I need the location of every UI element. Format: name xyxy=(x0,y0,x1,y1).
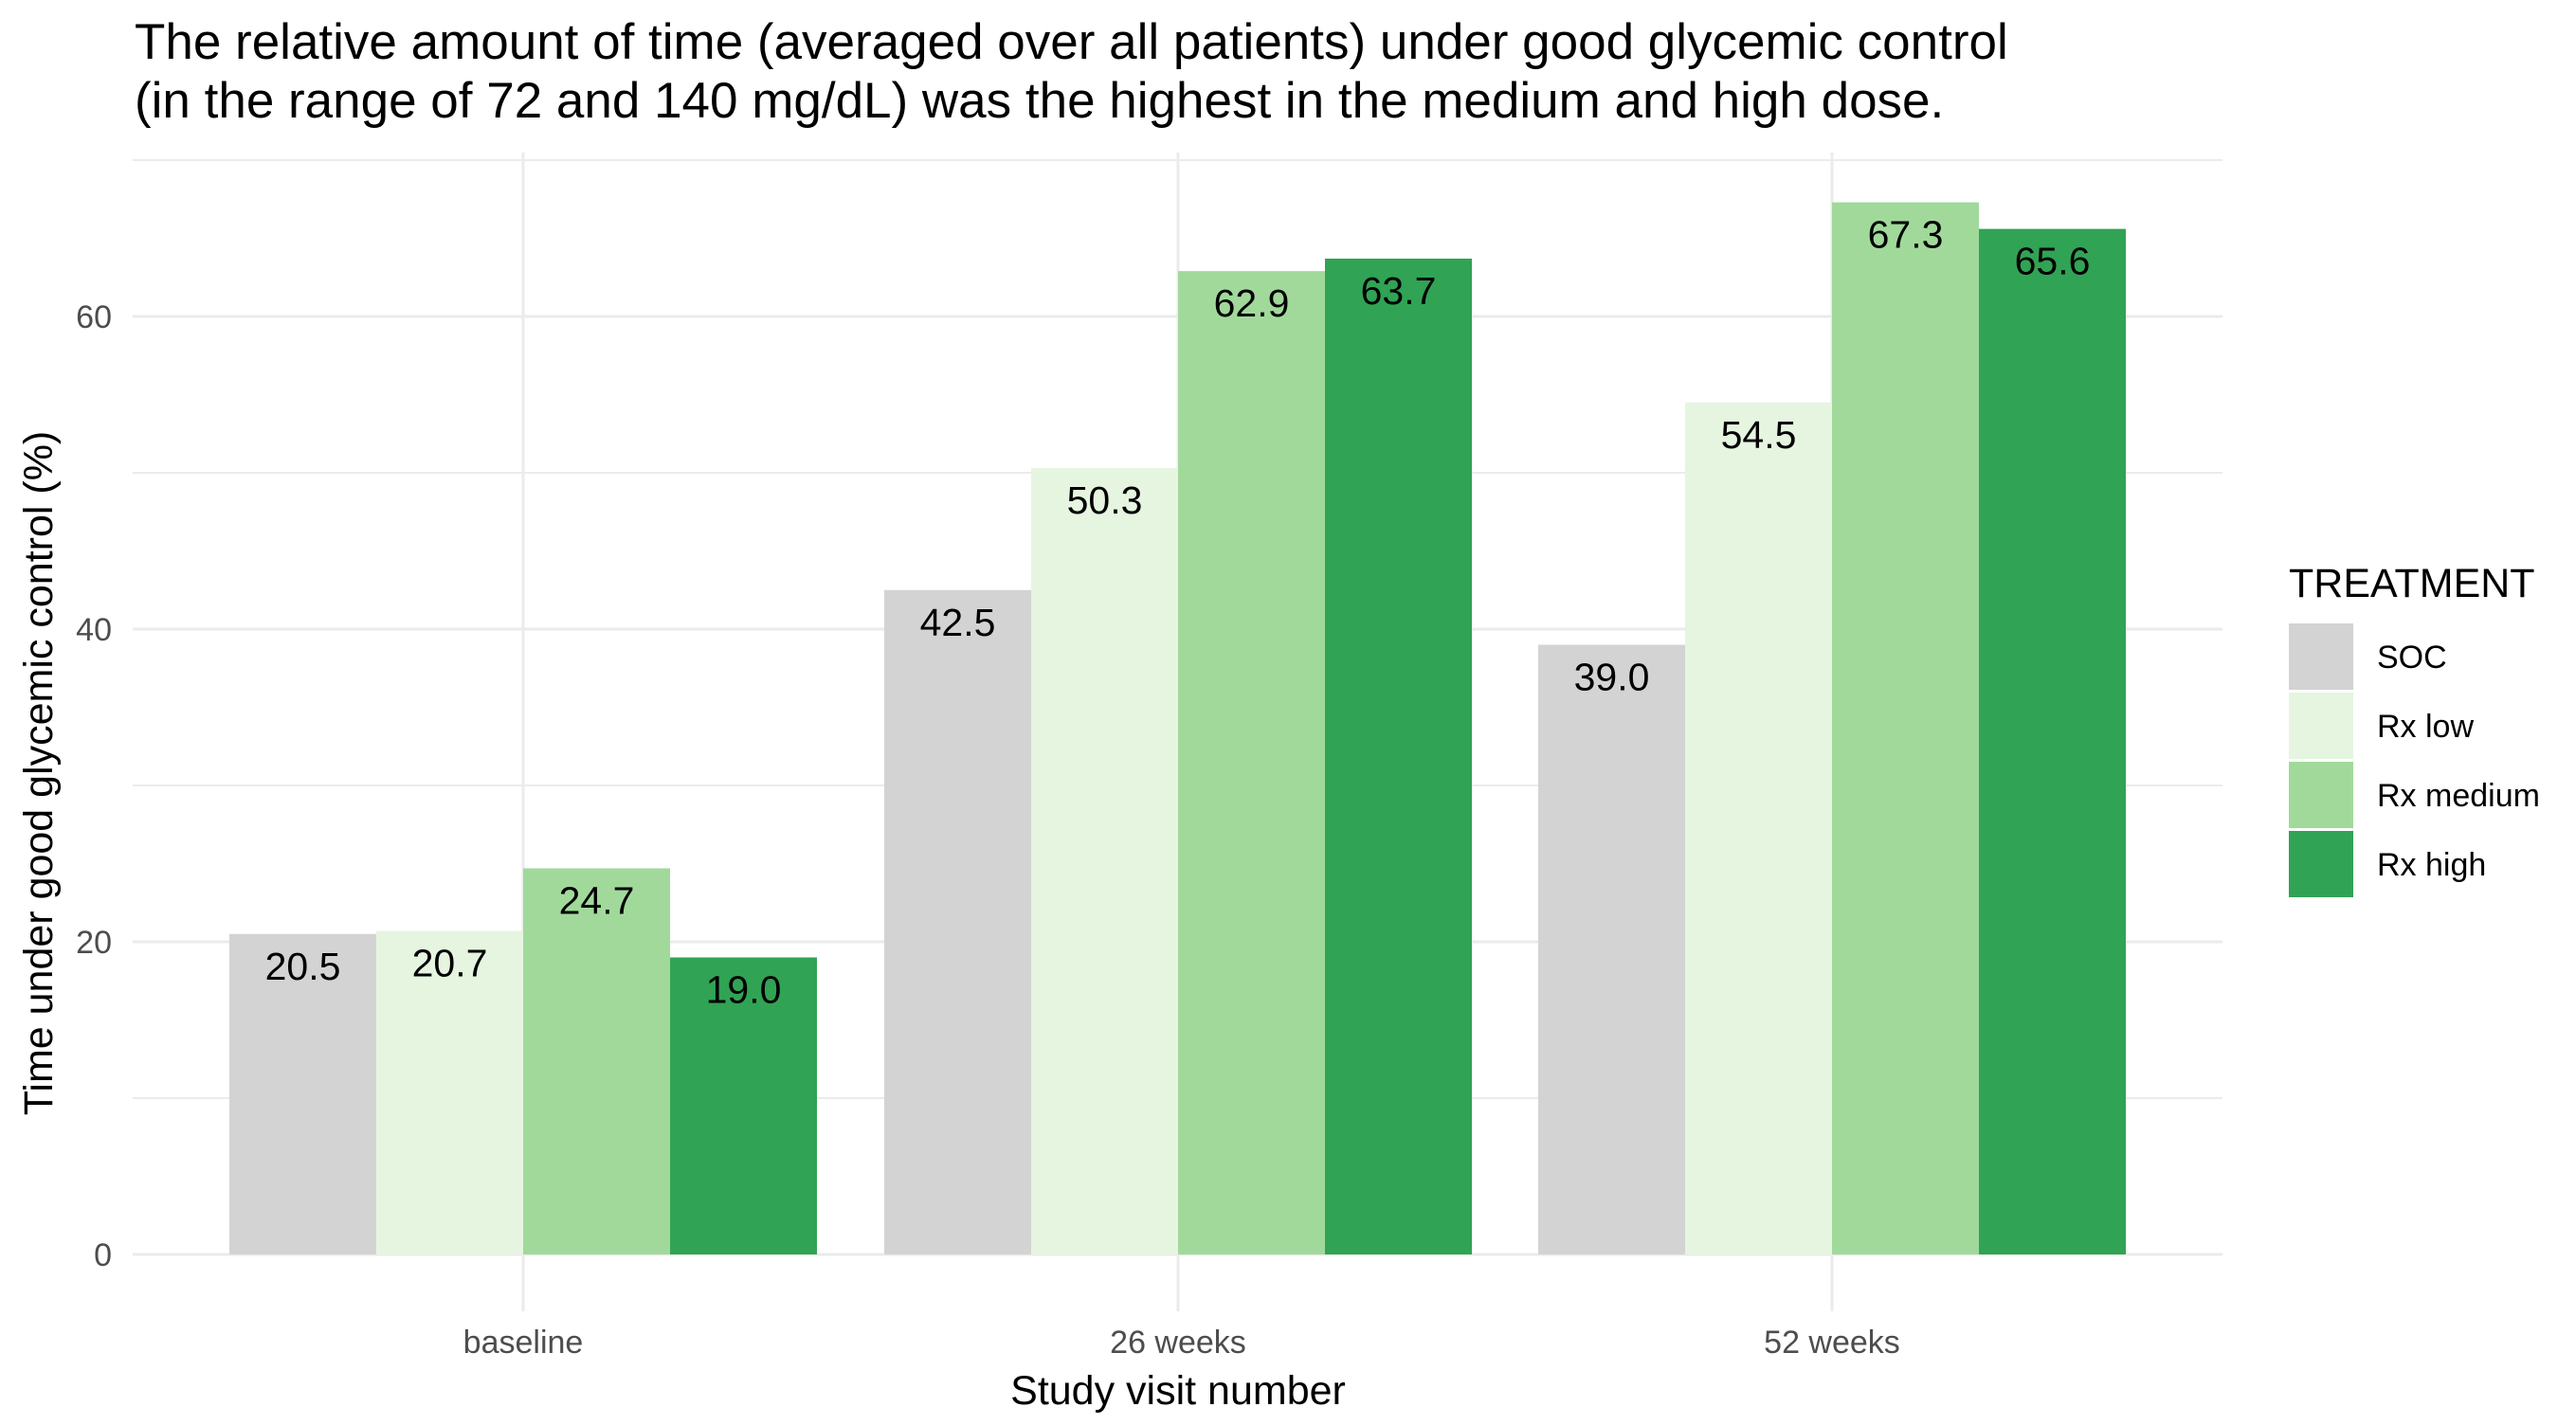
bar xyxy=(376,930,523,1254)
bar-value-label: 50.3 xyxy=(1067,478,1143,522)
bar xyxy=(884,589,1031,1254)
legend-label: Rx medium xyxy=(2377,778,2540,814)
y-axis-title: Time under good glycemic control (%) xyxy=(16,431,62,1116)
bar-value-label: 62.9 xyxy=(1214,281,1290,325)
x-tick-label: 26 weeks xyxy=(1110,1325,1246,1361)
x-tick-label: baseline xyxy=(463,1325,584,1361)
chart-title-line-2: (in the range of 72 and 140 mg/dL) was t… xyxy=(135,73,1944,129)
bar-value-labels: 20.5 42.5 39.0 20.7 50.3 54.5 24.7 62.9 67.3 19.0… xyxy=(265,213,2091,1012)
bar xyxy=(1325,258,1472,1255)
x-tick-label: 52 weeks xyxy=(1764,1325,1900,1361)
legend-key xyxy=(2289,693,2353,759)
bar-value-label: 67.3 xyxy=(1868,213,1944,257)
bar xyxy=(1538,644,1685,1254)
legend-key xyxy=(2289,762,2353,828)
bar-value-label: 20.7 xyxy=(412,941,488,984)
axes: 0 20 40 60 baseline 26 weeks 52 weeks xyxy=(76,299,1900,1361)
legend-label: Rx low xyxy=(2377,709,2474,745)
y-tick-label: 60 xyxy=(76,299,112,335)
y-tick-label: 20 xyxy=(76,925,112,961)
bar-value-label: 54.5 xyxy=(1721,413,1797,457)
bar xyxy=(1178,271,1325,1254)
y-tick-label: 0 xyxy=(94,1237,112,1273)
legend-key xyxy=(2289,623,2353,690)
bar-value-label: 65.6 xyxy=(2015,240,2091,283)
bar-value-label: 39.0 xyxy=(1574,656,1650,699)
y-tick-label: 40 xyxy=(76,612,112,648)
bar-value-label: 24.7 xyxy=(559,878,635,922)
chart-title-line-1: The relative amount of time (averaged ov… xyxy=(135,14,2008,70)
bar xyxy=(229,933,376,1254)
bar xyxy=(670,957,817,1254)
x-axis-title: Study visit number xyxy=(1010,1368,1346,1414)
bar-value-label: 20.5 xyxy=(265,945,341,988)
legend-label: Rx high xyxy=(2377,847,2486,883)
bar xyxy=(1979,228,2126,1255)
legend-label: SOC xyxy=(2377,640,2447,676)
legend-key xyxy=(2289,831,2353,897)
bar xyxy=(1031,468,1178,1254)
bars xyxy=(229,202,2126,1255)
bar-value-label: 19.0 xyxy=(706,968,782,1012)
bar xyxy=(1832,202,1979,1254)
bar-value-label: 42.5 xyxy=(920,601,996,644)
bar xyxy=(523,868,670,1254)
legend-title: TREATMENT xyxy=(2289,561,2535,606)
bar-value-label: 63.7 xyxy=(1361,269,1437,313)
legend: TREATMENT SOC Rx low Rx medium Rx high xyxy=(2289,561,2540,897)
bar xyxy=(1685,402,1832,1254)
